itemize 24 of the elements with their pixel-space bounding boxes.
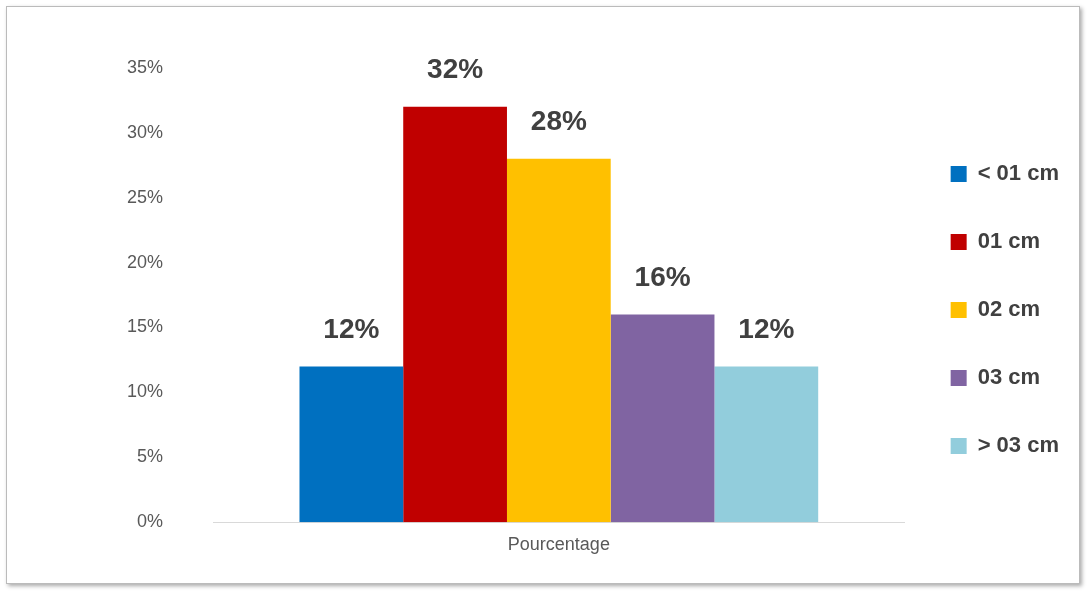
bar <box>714 366 819 523</box>
data-label: 12% <box>738 313 795 345</box>
y-tick-label: 35% <box>127 56 164 77</box>
legend-label: 02 cm <box>977 296 1041 322</box>
y-tick-label: 0% <box>137 511 164 532</box>
legend-label: 03 cm <box>977 364 1041 390</box>
y-tick-label: 5% <box>137 446 164 467</box>
bar <box>610 314 715 523</box>
y-tick-label: 25% <box>127 186 164 207</box>
y-tick-label: 10% <box>127 381 164 402</box>
y-tick-label: 15% <box>127 316 164 337</box>
y-tick-label: 30% <box>127 121 164 142</box>
legend-label: > 03 cm <box>977 432 1059 458</box>
bar <box>299 366 404 523</box>
x-axis-title: Pourcentage <box>507 533 610 554</box>
bar <box>403 106 507 523</box>
data-label: 12% <box>323 313 380 345</box>
data-label: 16% <box>634 261 691 293</box>
y-tick-label: 20% <box>127 251 164 272</box>
legend-label: < 01 cm <box>977 160 1059 186</box>
bar <box>506 158 611 523</box>
data-label: 28% <box>530 105 587 137</box>
legend-label: 01 cm <box>977 228 1041 254</box>
data-label: 32% <box>427 53 484 85</box>
